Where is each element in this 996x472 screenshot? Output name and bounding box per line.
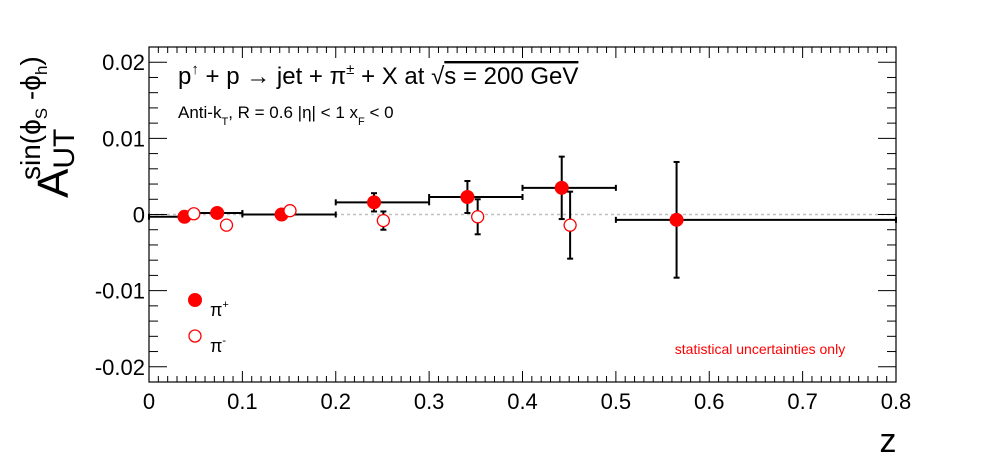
- annotation-stat-uncertainties: statistical uncertainties only: [675, 341, 845, 357]
- y-axis-label: AUT sin(ϕS -ϕh): [15, 56, 81, 198]
- svg-text:sin(ϕS -ϕh): sin(ϕS -ϕh): [15, 56, 51, 180]
- marker-open: [376, 213, 391, 228]
- marker-filled: [554, 180, 569, 195]
- legend-marker-pi-minus: [188, 329, 202, 343]
- x-tick-label: 0.4: [507, 389, 538, 414]
- marker-filled: [669, 212, 684, 227]
- marker-open: [187, 207, 201, 221]
- marker-filled: [460, 189, 475, 204]
- data-point-pi-minus: [376, 210, 391, 231]
- marker-filled: [210, 205, 225, 220]
- data-point-pi-plus: [428, 180, 524, 214]
- data-point-pi-minus: [283, 204, 297, 218]
- data-point-pi-minus: [563, 190, 577, 260]
- legend: π+ π-: [188, 293, 229, 356]
- x-tick-label: 0.5: [601, 389, 632, 414]
- marker-open: [563, 218, 577, 232]
- x-tick-label: 0.2: [320, 389, 351, 414]
- chart-subtitle: Anti-kT, R = 0.6 |η| < 1 xF < 0: [178, 103, 394, 128]
- x-axis-label: z: [880, 422, 897, 460]
- y-tick-label: 0: [133, 203, 145, 228]
- x-tick-label: 0.6: [694, 389, 725, 414]
- legend-label-pi-minus: π-: [210, 335, 226, 356]
- data-point-pi-minus: [187, 207, 201, 221]
- x-tick-label: 0: [143, 389, 155, 414]
- svg-text:AUT: AUT: [29, 129, 81, 198]
- y-tick-label: 0.01: [102, 126, 145, 151]
- x-tick-label: 0.1: [227, 389, 258, 414]
- y-tick-label: -0.02: [95, 355, 145, 380]
- x-tick-label: 0.7: [787, 389, 818, 414]
- marker-open: [219, 218, 234, 232]
- data-point-pi-minus: [471, 198, 485, 236]
- x-tick-label: 0.8: [881, 389, 912, 414]
- y-tick-label: 0.02: [102, 50, 145, 75]
- data-point-pi-plus: [334, 192, 431, 213]
- marker-open: [283, 204, 297, 218]
- data-point-pi-plus: [194, 205, 244, 220]
- legend-label-pi-plus: π+: [210, 299, 229, 320]
- y-tick-label: -0.01: [95, 279, 145, 304]
- legend-marker-pi-plus: [188, 293, 202, 307]
- marker-filled: [367, 195, 382, 210]
- data-point-pi-plus: [614, 160, 897, 279]
- chart-title: p↑ + p → jet + π± + X at √s = 200 GeV: [178, 61, 578, 90]
- x-tick-label: 0.3: [414, 389, 445, 414]
- data-point-pi-plus: [521, 155, 617, 221]
- marker-open: [471, 210, 485, 224]
- data-point-pi-minus: [219, 218, 234, 232]
